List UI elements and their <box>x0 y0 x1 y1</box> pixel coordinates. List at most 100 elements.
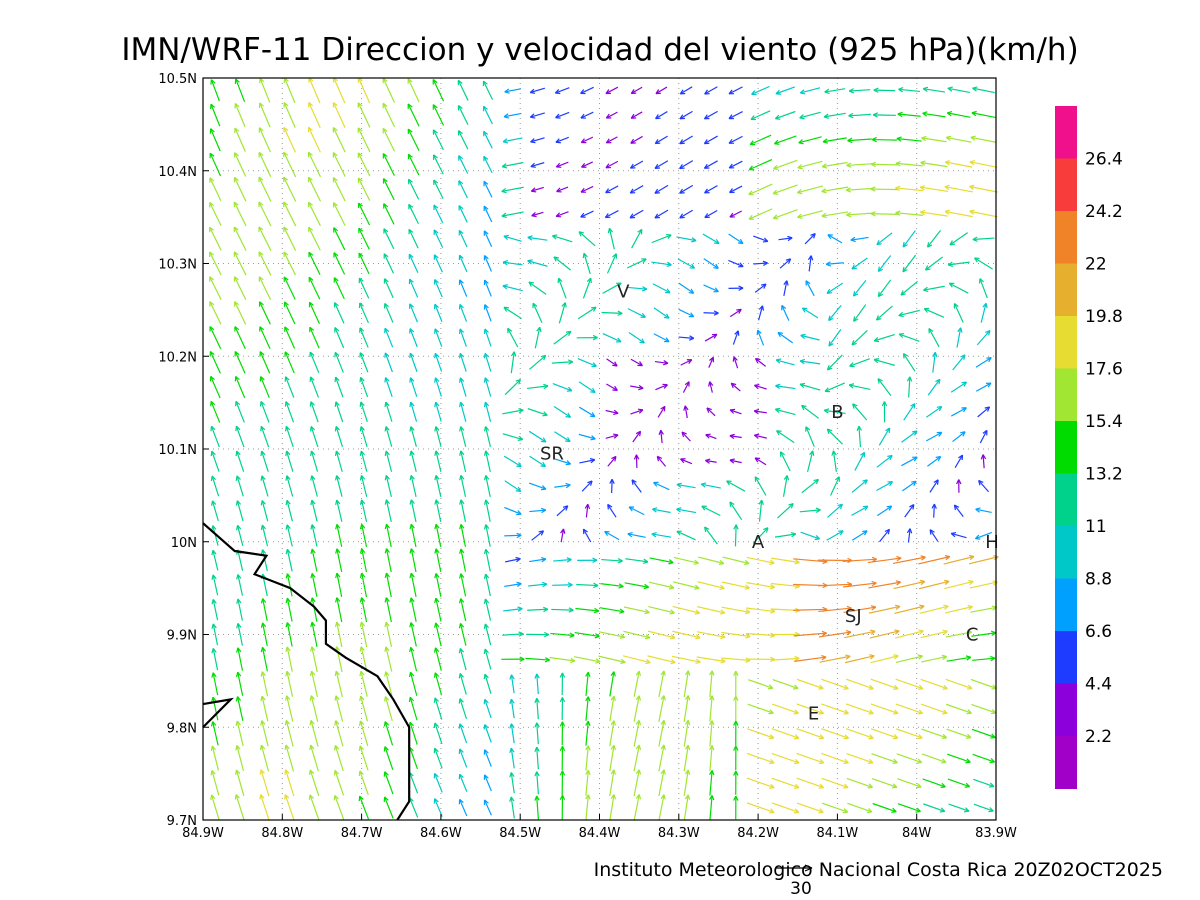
wind-vector <box>728 259 744 268</box>
wind-vector <box>503 455 522 468</box>
wind-vector <box>629 209 644 219</box>
wind-vector <box>956 479 962 493</box>
wind-vector <box>459 450 467 472</box>
wind-vector <box>384 327 394 348</box>
wind-vector <box>823 408 846 415</box>
wind-vector <box>534 746 540 770</box>
map-title: IMN/WRF-11 Direccion y velocidad del vie… <box>121 32 1078 68</box>
wind-vector <box>807 255 814 272</box>
colorbar-swatch <box>1055 421 1077 474</box>
wind-vector <box>918 554 951 565</box>
wind-vector <box>409 499 417 523</box>
wind-vector <box>676 236 697 243</box>
wind-vector <box>772 184 798 195</box>
wind-vector <box>260 720 269 747</box>
wind-vector <box>649 557 674 565</box>
wind-vector <box>529 87 546 94</box>
wind-vector <box>358 720 369 747</box>
wind-vector <box>573 656 601 664</box>
wind-vector <box>560 528 566 543</box>
wind-vector <box>606 253 618 274</box>
wind-vector <box>551 607 574 613</box>
colorbar-level-label: 4.4 <box>1085 675 1112 695</box>
wind-vector <box>236 623 243 646</box>
wind-vector <box>259 326 271 349</box>
wind-vector <box>703 258 719 270</box>
y-tick-label: 10.5N <box>158 72 197 87</box>
wind-vector <box>211 574 219 596</box>
wind-vector <box>975 507 992 514</box>
wind-vector <box>458 647 467 671</box>
wind-vector <box>307 201 321 227</box>
wind-vector <box>307 151 322 178</box>
wind-vector <box>654 184 669 194</box>
wind-vector <box>633 670 642 697</box>
wind-vector <box>978 278 988 299</box>
wind-vector <box>872 802 897 813</box>
colorbar-swatch <box>1055 631 1077 684</box>
wind-vector <box>901 456 918 467</box>
wind-vector <box>285 695 294 722</box>
wind-vector <box>530 186 544 193</box>
wind-vector <box>509 674 515 694</box>
wind-vector <box>235 475 244 497</box>
wind-vector <box>384 401 393 422</box>
x-tick-label: 84.4W <box>579 826 621 841</box>
wind-vector <box>781 304 790 321</box>
wind-vector <box>923 803 946 813</box>
wind-vector <box>210 425 220 448</box>
wind-vector <box>703 284 719 293</box>
wind-vector <box>483 377 492 397</box>
wind-vector <box>528 581 548 588</box>
wind-vector <box>359 376 369 398</box>
wind-vector <box>903 403 916 421</box>
wind-vector <box>549 656 576 664</box>
wind-vector <box>458 723 468 744</box>
wind-vector <box>483 352 492 372</box>
wind-vector <box>509 723 515 744</box>
x-tick-label: 84.9W <box>182 826 224 841</box>
reference-vector-label: 30 <box>790 879 812 899</box>
wind-vector <box>822 137 847 144</box>
wind-vector <box>778 235 793 242</box>
colorbar-level-label: 8.8 <box>1085 570 1112 590</box>
wind-vector <box>409 401 418 422</box>
wind-vector <box>971 110 996 119</box>
wind-vector <box>555 211 569 218</box>
wind-vector <box>657 405 666 418</box>
wind-vector <box>383 771 394 795</box>
wind-vector <box>652 507 671 514</box>
wind-vector <box>285 524 293 547</box>
wind-vector <box>623 606 650 615</box>
wind-vector <box>308 101 321 129</box>
wind-vector <box>258 301 271 325</box>
wind-vector <box>407 78 420 103</box>
wind-vector <box>681 431 691 442</box>
wind-vector <box>775 358 795 366</box>
wind-vector <box>721 631 751 639</box>
wind-vector <box>906 528 913 543</box>
wind-vector <box>503 112 522 119</box>
colorbar-level-label: 24.2 <box>1085 202 1123 222</box>
wind-vector <box>919 185 949 193</box>
wind-vector <box>529 112 545 119</box>
wind-vector <box>285 425 294 448</box>
wind-vector <box>728 135 743 144</box>
wind-vector <box>458 698 468 719</box>
wind-vector <box>408 203 419 225</box>
wind-vector <box>773 135 797 145</box>
wind-vector <box>359 621 368 648</box>
wind-vector <box>579 457 596 464</box>
wind-vector <box>950 531 967 539</box>
wind-vector <box>432 129 444 151</box>
wind-vector <box>210 400 221 423</box>
wind-vector <box>700 482 721 489</box>
wind-vector <box>283 226 297 251</box>
wind-vector <box>433 798 443 817</box>
wind-vector <box>605 160 619 169</box>
wind-vector <box>502 137 523 144</box>
wind-vector <box>651 531 672 538</box>
wind-vector <box>483 474 491 497</box>
wind-vector <box>458 328 467 347</box>
wind-vector <box>532 302 543 323</box>
